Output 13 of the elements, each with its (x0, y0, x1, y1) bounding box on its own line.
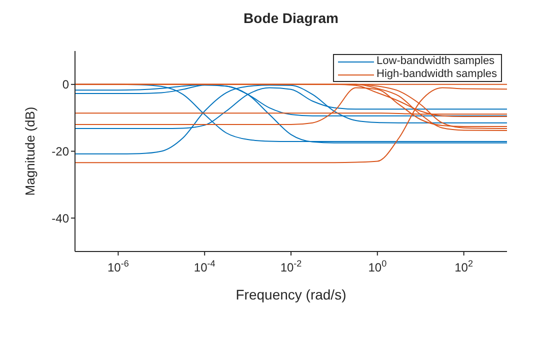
x-tick-label: 10$^{0}$ (368, 258, 387, 274)
x-tick-label: 10$^{2}$ (454, 258, 473, 274)
legend-label: Low-bandwidth samples (376, 55, 495, 68)
chart-title: Bode Diagram (242, 10, 340, 26)
x-tick-label: 10$^{-2}$ (280, 258, 302, 274)
x-axis-title: Frequency (rad/s) (236, 286, 346, 302)
y-tick-label: 0 (62, 78, 70, 92)
y-tick-label: -40 (52, 211, 70, 226)
y-tick-label: -20 (52, 144, 70, 159)
x-tick-label: 10$^{-4}$ (194, 258, 216, 274)
legend-label: High-bandwidth samples (376, 68, 497, 81)
x-tick-label: 10$^{-6}$ (108, 258, 129, 274)
y-axis-title: Magnitude (dB) (22, 106, 38, 196)
